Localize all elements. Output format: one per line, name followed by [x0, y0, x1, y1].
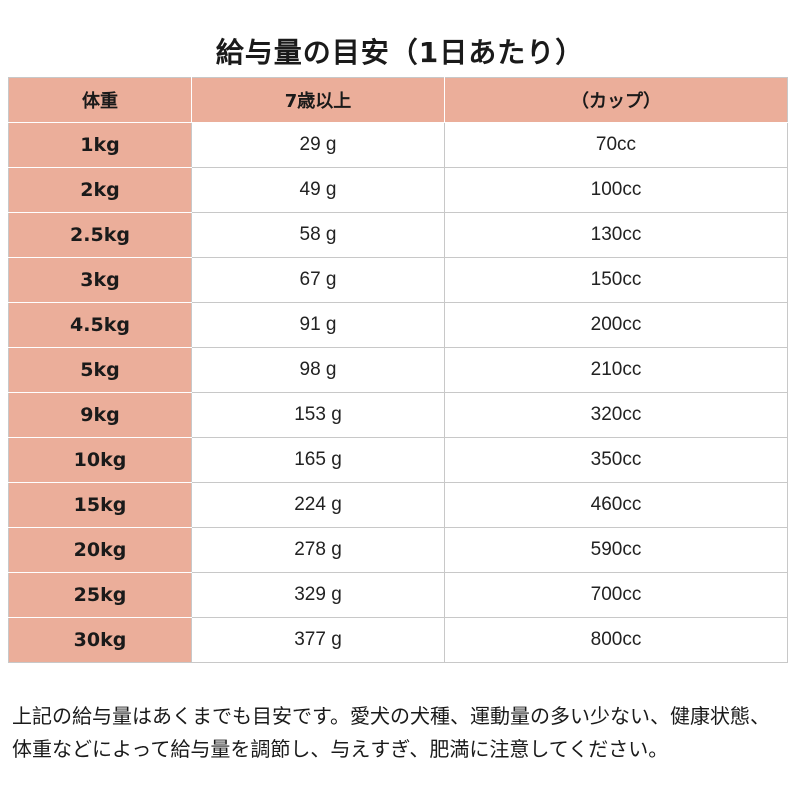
weight-cell: 4.5kg — [8, 302, 192, 348]
cup-cell: 100cc — [444, 167, 788, 213]
table-row: 2kg 49 g 100cc — [8, 167, 788, 213]
header-weight: 体重 — [8, 77, 192, 123]
cup-cell: 70cc — [444, 122, 788, 168]
amount-cell: 58 g — [191, 212, 445, 258]
header-cup: （カップ） — [444, 77, 788, 123]
amount-cell: 278 g — [191, 527, 445, 573]
weight-cell: 20kg — [8, 527, 192, 573]
weight-cell: 3kg — [8, 257, 192, 303]
table-body: 1kg 29 g 70cc 2kg 49 g 100cc 2.5kg 58 g … — [8, 122, 788, 663]
header-row: 体重 7歳以上 （カップ） — [8, 77, 788, 123]
weight-cell: 9kg — [8, 392, 192, 438]
weight-cell: 15kg — [8, 482, 192, 528]
weight-cell: 2kg — [8, 167, 192, 213]
amount-cell: 329 g — [191, 572, 445, 618]
amount-cell: 91 g — [191, 302, 445, 348]
feeding-note: 上記の給与量はあくまでも目安です。愛犬の犬種、運動量の多い少ない、健康状態、体重… — [12, 704, 770, 761]
header-amount: 7歳以上 — [191, 77, 445, 123]
amount-cell: 29 g — [191, 122, 445, 168]
amount-cell: 67 g — [191, 257, 445, 303]
amount-cell: 153 g — [191, 392, 445, 438]
table-row: 30kg 377 g 800cc — [8, 617, 788, 663]
cup-cell: 800cc — [444, 617, 788, 663]
weight-cell: 2.5kg — [8, 212, 192, 258]
cup-cell: 200cc — [444, 302, 788, 348]
cup-cell: 320cc — [444, 392, 788, 438]
cup-cell: 590cc — [444, 527, 788, 573]
table-header: 体重 7歳以上 （カップ） — [8, 77, 788, 123]
amount-cell: 98 g — [191, 347, 445, 393]
cup-cell: 700cc — [444, 572, 788, 618]
table-row: 5kg 98 g 210cc — [8, 347, 788, 393]
table-row: 25kg 329 g 700cc — [8, 572, 788, 618]
table-row: 10kg 165 g 350cc — [8, 437, 788, 483]
cup-cell: 350cc — [444, 437, 788, 483]
cup-cell: 210cc — [444, 347, 788, 393]
table-row: 4.5kg 91 g 200cc — [8, 302, 788, 348]
table-row: 3kg 67 g 150cc — [8, 257, 788, 303]
cup-cell: 460cc — [444, 482, 788, 528]
table-row: 9kg 153 g 320cc — [8, 392, 788, 438]
table-row: 2.5kg 58 g 130cc — [8, 212, 788, 258]
weight-cell: 5kg — [8, 347, 192, 393]
weight-cell: 10kg — [8, 437, 192, 483]
amount-cell: 377 g — [191, 617, 445, 663]
amount-cell: 49 g — [191, 167, 445, 213]
page-title: 給与量の目安（1日あたり） — [215, 35, 585, 69]
weight-cell: 25kg — [8, 572, 192, 618]
table-row: 20kg 278 g 590cc — [8, 527, 788, 573]
cup-cell: 150cc — [444, 257, 788, 303]
weight-cell: 30kg — [8, 617, 192, 663]
table-row: 1kg 29 g 70cc — [8, 122, 788, 168]
table-row: 15kg 224 g 460cc — [8, 482, 788, 528]
cup-cell: 130cc — [444, 212, 788, 258]
feeding-table: 体重 7歳以上 （カップ） 1kg 29 g 70cc 2kg 49 g 100… — [8, 77, 788, 663]
amount-cell: 224 g — [191, 482, 445, 528]
amount-cell: 165 g — [191, 437, 445, 483]
weight-cell: 1kg — [8, 122, 192, 168]
